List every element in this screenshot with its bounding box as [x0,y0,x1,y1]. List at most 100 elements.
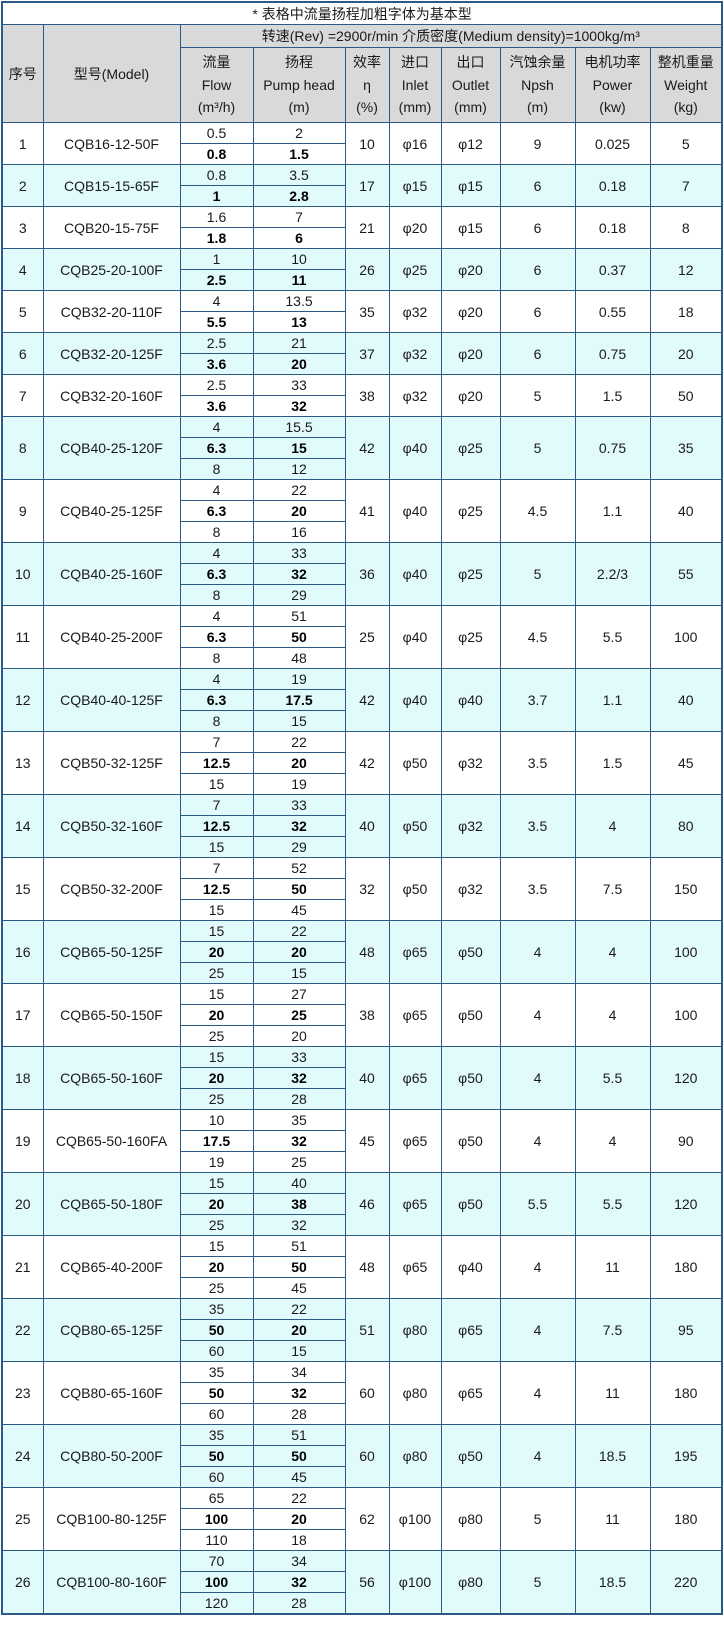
power-value: 18.5 [574,1424,651,1488]
weight-value: 35 [649,416,723,480]
inlet-size: φ50 [388,731,442,795]
flow-value: 6.3 [179,437,254,459]
row-number: 10 [1,542,44,606]
row-number: 19 [1,1109,44,1173]
inlet-size: φ40 [388,668,442,732]
head-value: 34 [252,1361,346,1383]
head-value: 22 [252,1298,346,1320]
model-row-16-sub2: 25 15 [2,962,722,984]
outlet-size: φ80 [440,1550,501,1615]
flow-value: 1.6 [179,206,254,228]
model-row-15-sub2: 15 45 [2,899,722,921]
power-value: 4 [574,983,651,1047]
weight-value: 95 [649,1298,723,1362]
model-name: CQB65-40-200F [42,1235,181,1299]
outlet-size: φ15 [440,164,501,207]
model-name: CQB65-50-180F [42,1172,181,1236]
efficiency-value: 40 [344,794,390,858]
weight-value: 150 [649,857,723,921]
flow-value: 2.5 [179,374,254,396]
flow-value: 8 [179,647,254,669]
flow-value: 15 [179,983,254,1005]
power-value: 5.5 [574,1046,651,1110]
model-row-17-sub1: 20 25 [2,1004,722,1026]
head-value: 40 [252,1172,346,1194]
head-value: 25 [252,1151,346,1173]
efficiency-value: 41 [344,479,390,543]
npsh-value: 4.5 [499,605,576,669]
head-value: 29 [252,836,346,858]
model-row-1-sub0: 1 CQB16-12-50F 0.5 2 10 φ16 φ12 9 0.025 5 [1,122,723,165]
model-row-6-sub0: 6 CQB32-20-125F 2.5 21 37 φ32 φ20 6 0.75 20 [1,332,723,375]
model-name: CQB40-25-200F [42,605,181,669]
row-number: 22 [1,1298,44,1362]
flow-value: 4 [179,479,254,501]
model-name: CQB100-80-160F [42,1550,181,1615]
flow-value: 4 [179,416,254,438]
weight-value: 120 [649,1172,723,1236]
power-value: 5.5 [574,605,651,669]
power-value: 11 [574,1361,651,1425]
row-number: 25 [1,1487,44,1551]
col-header-no: 序号 [1,24,44,123]
power-value: 0.18 [574,164,651,207]
flow-value: 5.5 [179,311,254,333]
model-row-18-sub1: 20 32 [2,1067,722,1089]
flow-value: 4 [179,542,254,564]
inlet-size: φ32 [388,374,442,417]
npsh-value: 6 [499,332,576,375]
head-value: 32 [252,563,346,585]
flow-value: 50 [179,1382,254,1404]
model-row-18-sub0: 18 CQB65-50-160F 15 33 40 φ65 φ50 4 5.5 120 [1,1046,723,1110]
model-row-2-sub1: 1 2.8 [2,185,722,207]
head-value: 13 [252,311,346,333]
npsh-value: 5 [499,416,576,480]
col-header-npsh: 汽蚀余量 Npsh (m) [499,47,576,123]
model-row-21-sub2: 25 45 [2,1277,722,1299]
npsh-value: 9 [499,122,576,165]
head-value: 51 [252,605,346,627]
head-value: 15 [252,710,346,732]
head-value: 11 [252,269,346,291]
model-name: CQB65-50-125F [42,920,181,984]
model-row-19-sub1: 17.5 32 [2,1130,722,1152]
model-name: CQB65-50-150F [42,983,181,1047]
flow-value: 60 [179,1403,254,1425]
npsh-value: 5 [499,542,576,606]
flow-value: 20 [179,941,254,963]
weight-value: 180 [649,1487,723,1551]
inlet-size: φ65 [388,1172,442,1236]
head-value: 20 [252,353,346,375]
col-header-model: 型号(Model) [42,24,181,123]
head-value: 21 [252,332,346,354]
npsh-value: 6 [499,206,576,249]
flow-value: 8 [179,521,254,543]
weight-value: 5 [649,122,723,165]
power-value: 5.5 [574,1172,651,1236]
flow-value: 8 [179,710,254,732]
model-name: CQB25-20-100F [42,248,181,291]
flow-value: 1.8 [179,227,254,249]
head-value: 32 [252,1130,346,1152]
flow-value: 4 [179,290,254,312]
efficiency-value: 51 [344,1298,390,1362]
weight-value: 180 [649,1361,723,1425]
weight-value: 80 [649,794,723,858]
outlet-size: φ15 [440,206,501,249]
model-row-14-sub2: 15 29 [2,836,722,858]
col-header-power: 电机功率 Power (kw) [574,47,651,123]
head-value: 2.8 [252,185,346,207]
inlet-size: φ65 [388,1109,442,1173]
model-row-11-sub1: 6.3 50 [2,626,722,648]
efficiency-value: 38 [344,374,390,417]
model-row-8-sub2: 8 12 [2,458,722,480]
model-row-15-sub0: 15 CQB50-32-200F 7 52 32 φ50 φ32 3.5 7.5 150 [1,857,723,921]
flow-value: 6.3 [179,626,254,648]
weight-value: 55 [649,542,723,606]
inlet-size: φ20 [388,206,442,249]
row-number: 23 [1,1361,44,1425]
power-value: 1.1 [574,668,651,732]
npsh-value: 6 [499,290,576,333]
weight-value: 8 [649,206,723,249]
